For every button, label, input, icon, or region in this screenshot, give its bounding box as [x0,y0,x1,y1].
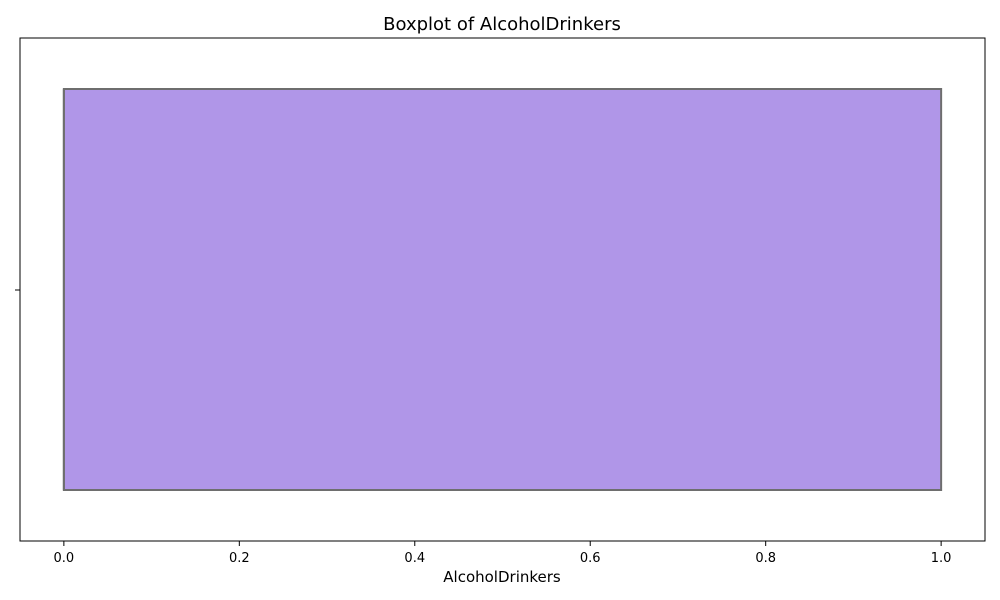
box-layer [62,88,943,491]
box-q1-q3 [62,88,943,491]
chart-title: Boxplot of AlcoholDrinkers [383,14,621,35]
x-tick-label: 1.0 [931,551,952,566]
x-tick-label: 0.8 [755,551,776,566]
x-axis-ticks: 0.0 0.2 0.4 0.6 0.8 1.0 [54,541,952,566]
x-tick-label: 0.4 [404,551,425,566]
x-tick-label: 0.2 [229,551,250,566]
x-axis-label: AlcoholDrinkers [443,568,561,586]
x-tick-label: 0.6 [580,551,601,566]
x-tick-label: 0.0 [54,551,75,566]
